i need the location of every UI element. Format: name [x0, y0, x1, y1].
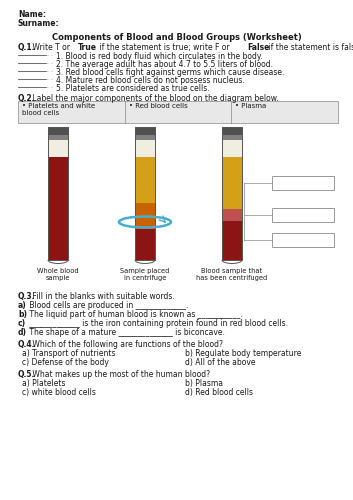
- Bar: [48, 157, 68, 260]
- Text: Fill in the blanks with suitable words.: Fill in the blanks with suitable words.: [30, 292, 175, 301]
- Text: Whole blood
sample: Whole blood sample: [37, 268, 79, 281]
- Text: 4. Mature red blood cells do not possess nucleus.: 4. Mature red blood cells do not possess…: [56, 76, 245, 85]
- Bar: [135, 229, 155, 260]
- Text: if the statement is true; write F or: if the statement is true; write F or: [97, 43, 232, 52]
- Text: 3. Red blood cells fight against germs which cause disease.: 3. Red blood cells fight against germs w…: [56, 68, 285, 77]
- FancyBboxPatch shape: [272, 234, 334, 247]
- Bar: [222, 208, 242, 221]
- Bar: [222, 140, 242, 157]
- Text: 2. The average adult has about 4.7 to 5.5 liters of blood.: 2. The average adult has about 4.7 to 5.…: [56, 60, 273, 69]
- Text: Q.4.: Q.4.: [18, 340, 36, 349]
- Text: The shape of a mature ______________ is biconcave.: The shape of a mature ______________ is …: [27, 328, 225, 337]
- Text: b) Plasma: b) Plasma: [185, 379, 223, 388]
- Bar: [135, 127, 155, 260]
- Text: a): a): [18, 301, 27, 310]
- Text: Q.5.: Q.5.: [18, 370, 35, 379]
- Bar: [135, 157, 155, 204]
- Bar: [48, 140, 68, 157]
- Bar: [18, 101, 338, 123]
- Text: d) Red blood cells: d) Red blood cells: [185, 388, 253, 397]
- Text: b) Regulate body temperature: b) Regulate body temperature: [185, 349, 301, 358]
- Text: . .: . .: [47, 68, 55, 73]
- Bar: [222, 127, 242, 260]
- Text: . .: . .: [47, 76, 55, 81]
- Text: c) white blood cells: c) white blood cells: [22, 388, 96, 397]
- Text: 1. Blood is red body fluid which circulates in the body.: 1. Blood is red body fluid which circula…: [56, 52, 263, 61]
- FancyBboxPatch shape: [272, 208, 334, 222]
- Text: • Red blood cells: • Red blood cells: [128, 103, 187, 109]
- Text: False: False: [247, 43, 269, 52]
- Text: True: True: [78, 43, 97, 52]
- Text: Write T or: Write T or: [30, 43, 72, 52]
- Bar: [135, 140, 155, 157]
- Bar: [48, 135, 68, 140]
- Text: Components of Blood and Blood Groups (Worksheet): Components of Blood and Blood Groups (Wo…: [52, 33, 301, 42]
- Text: if the statement is false.: if the statement is false.: [266, 43, 353, 52]
- Text: • Plasma: • Plasma: [235, 103, 267, 109]
- Text: Q.2.: Q.2.: [18, 94, 36, 103]
- Text: • Platelets and white
blood cells: • Platelets and white blood cells: [22, 103, 95, 116]
- Text: d): d): [18, 328, 27, 337]
- Bar: [135, 127, 155, 135]
- Text: d) All of the above: d) All of the above: [185, 358, 256, 367]
- Text: . .: . .: [47, 60, 55, 65]
- Text: b): b): [18, 310, 27, 319]
- Bar: [222, 157, 242, 208]
- Bar: [135, 135, 155, 140]
- Bar: [222, 127, 242, 135]
- Text: a) Platelets: a) Platelets: [22, 379, 66, 388]
- Text: a) Transport of nutrients: a) Transport of nutrients: [22, 349, 115, 358]
- Text: c): c): [18, 319, 26, 328]
- Text: Label the major components of the blood on the diagram below.: Label the major components of the blood …: [30, 94, 279, 103]
- Text: Blood sample that
has been centrifuged: Blood sample that has been centrifuged: [196, 268, 268, 281]
- Text: . .: . .: [47, 52, 55, 57]
- Text: _____________ is the iron containing protein found in red blood cells.: _____________ is the iron containing pro…: [27, 319, 288, 328]
- Text: Name:: Name:: [18, 10, 46, 19]
- FancyBboxPatch shape: [272, 176, 334, 190]
- Text: . .: . .: [47, 84, 55, 89]
- Bar: [222, 135, 242, 140]
- Text: 5. Platelets are considered as true cells.: 5. Platelets are considered as true cell…: [56, 84, 210, 93]
- Text: What makes up the most of the human blood?: What makes up the most of the human bloo…: [30, 370, 210, 379]
- Bar: [48, 127, 68, 135]
- Text: The liquid part of human blood is known as ___________.: The liquid part of human blood is known …: [27, 310, 243, 319]
- Bar: [135, 204, 155, 229]
- Bar: [222, 221, 242, 260]
- Text: c) Defense of the body: c) Defense of the body: [22, 358, 109, 367]
- Text: Q.1.: Q.1.: [18, 43, 36, 52]
- Text: Surname:: Surname:: [18, 19, 60, 28]
- Text: Which of the following are functions of the blood?: Which of the following are functions of …: [30, 340, 223, 349]
- Text: Sample placed
in centrifuge: Sample placed in centrifuge: [120, 268, 170, 281]
- Text: Q.3.: Q.3.: [18, 292, 36, 301]
- Text: Blood cells are produced in _____________.: Blood cells are produced in ____________…: [27, 301, 189, 310]
- Bar: [48, 127, 68, 260]
